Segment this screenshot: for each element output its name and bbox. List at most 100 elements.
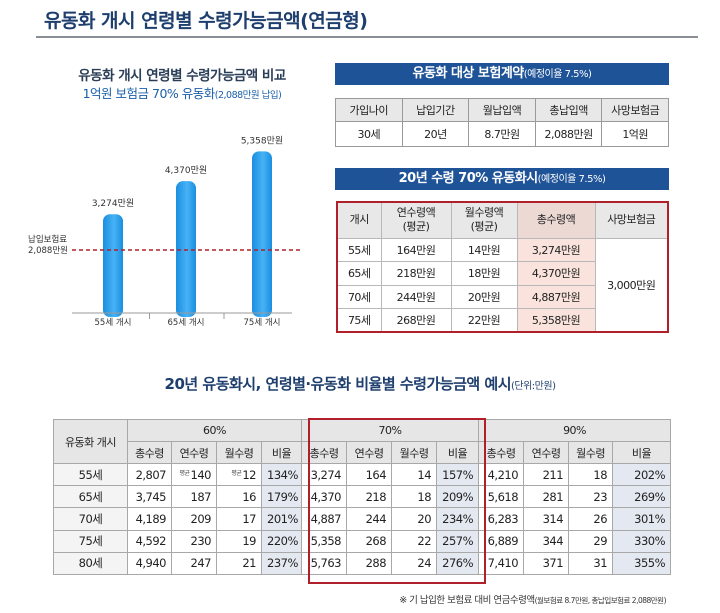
reference-value: 2,088만원 [28,246,68,256]
col-header-line: (평균) [470,220,498,234]
col-header: 납입기간 [401,98,470,122]
total-cell: 5,358만원 [516,308,596,333]
group-header-60: 60% [126,419,303,442]
table-cell: 218만원 [380,261,452,286]
table-row: 70세 4,189 209 17 201% 4,887 244 20 234% 6,283 314 2… [53,507,672,531]
ratio-cell: 355% [612,551,672,575]
sub-header: 비율 [436,441,480,464]
category-label: 75세 개시 [244,317,281,328]
bar [252,151,272,317]
table-cell: 244만원 [380,284,452,309]
table-cell: 164만원 [380,237,452,262]
value-cell: 281 [523,485,570,509]
value-cell: 18 [391,485,438,509]
ratio-cell: 202% [612,462,672,487]
col-header: 개시 [336,201,382,239]
sub-header: 월수령 [391,441,438,464]
payout-table-title: 20년 수령 70% 유동화시 [398,171,539,186]
payout-table: 개시 연수령액 (평균) 월수령액 (평균) 총수령액 사망보험금 55세 164만… [336,201,669,333]
table-cell: 1억원 [601,121,669,147]
value-cell: 4,887 [301,507,348,531]
age-cell: 65세 [336,261,382,286]
sub-header: 비율 [612,441,672,464]
table-cell: 2,088만원 [534,121,603,147]
value-cell: 218 [346,485,393,509]
value-cell: 314 [523,507,570,531]
table-cell: 8.7만원 [468,121,536,147]
value-cell: 24 [391,551,438,575]
table-cell: 20만원 [450,284,518,309]
ratio-cell: 301% [612,507,672,531]
group-header-90: 90% [478,419,672,442]
payout-table-header: 20년 수령 70% 유동화시(예정이율 7.5%) [335,168,669,190]
sub-header: 연수령 [346,441,393,464]
group-header-70: 70% [301,419,480,442]
table-cell: 18만원 [450,261,518,286]
value-cell: 187 [171,485,217,509]
col-header: 가입나이 [335,98,403,122]
contract-table-header: 유동화 대상 보험계약(예정이율 7.5%) [335,63,669,85]
value-cell: 평균12 [216,462,262,487]
table-cell: 14만원 [450,237,518,262]
ratio-cell: 269% [612,485,672,509]
col-header: 사망보험금 [594,201,669,239]
table-cell: 20년 [401,121,470,147]
total-cell: 4,370만원 [516,261,596,286]
category-label: 65세 개시 [168,317,205,328]
sub-header: 월수령 [568,441,614,464]
avg-tag: 평균 [179,469,191,477]
bottom-title-unit: (단위:만원) [511,381,556,392]
table-row: 70세 244만원 20만원 4,887만원 [336,284,668,309]
sub-header: 연수령 [171,441,217,464]
contract-table-note: (예정이율 7.5%) [523,69,592,80]
sub-header: 총수령 [127,441,172,464]
age-cell: 70세 [336,284,382,309]
value-cell: 17 [216,507,262,531]
value-cell: 26 [568,507,614,531]
bottom-section-title: 20년 유동화시, 연령별·유동화 비율별 수령가능금액 예시(단위:만원) [0,373,720,394]
col-header: 월납입액 [468,98,536,122]
ratio-cell: 220% [260,529,303,553]
col-header: 사망보험금 [601,98,669,122]
table-row: 80세 4,940 247 21 237% 5,763 288 24 276% 7,410 371 3… [53,551,672,575]
value-cell: 18 [568,462,614,487]
value-cell: 평균140 [171,462,217,487]
age-cell: 55세 [53,462,128,487]
contract-table: 가입나이 납입기간 월납입액 총납입액 사망보험금 30세 20년 8.7만원 … [335,98,669,147]
bar-value-label: 5,358만원 [241,135,283,146]
value-cell: 14 [391,462,438,487]
ratio-table: 유동화 개시 60% 70% 90% 총수령 연수령 월수령 비율 총수령 연수령 월수령 비… [53,419,672,575]
value-cell: 7,410 [478,551,525,575]
value-cell: 344 [523,529,570,553]
sub-header: 연수령 [523,441,570,464]
value-cell: 2,807 [127,462,172,487]
ratio-cell: 237% [260,551,303,575]
total-cell: 3,274만원 [516,237,596,262]
col-header: 총수령액 [516,201,596,239]
sub-header: 비율 [260,441,303,464]
age-cell: 75세 [53,529,128,553]
value-cell: 164 [346,462,393,487]
chart-subtitle: 1억원 보험금 70% 유동화(2,088만원 납입) [62,83,302,102]
ratio-cell: 330% [612,529,672,553]
chart-title: 유동화 개시 연령별 수령가능금액 비교 [78,68,286,84]
value-cell: 16 [216,485,262,509]
col-header-line: (평균) [402,220,430,234]
table-row: 65세 218만원 18만원 4,370만원 [336,261,668,286]
age-cell: 80세 [53,551,128,575]
footnote-text: ※ 기 납입한 보험료 대비 연금수령액 [399,595,535,606]
ratio-cell: 201% [260,507,303,531]
value-cell: 247 [171,551,217,575]
bar-value-label: 3,274만원 [92,198,134,209]
value-cell: 3,274 [301,462,348,487]
cell-value: 12 [242,467,256,482]
value-cell: 4,592 [127,529,172,553]
value-cell: 371 [523,551,570,575]
reference-label: 납입보험료 [28,234,67,245]
chart-subtitle-main: 1억원 보험금 70% 유동화 [82,86,216,101]
age-header: 유동화 개시 [53,419,128,464]
age-cell: 65세 [53,485,128,509]
age-cell: 75세 [336,308,382,333]
value-cell: 21 [216,551,262,575]
